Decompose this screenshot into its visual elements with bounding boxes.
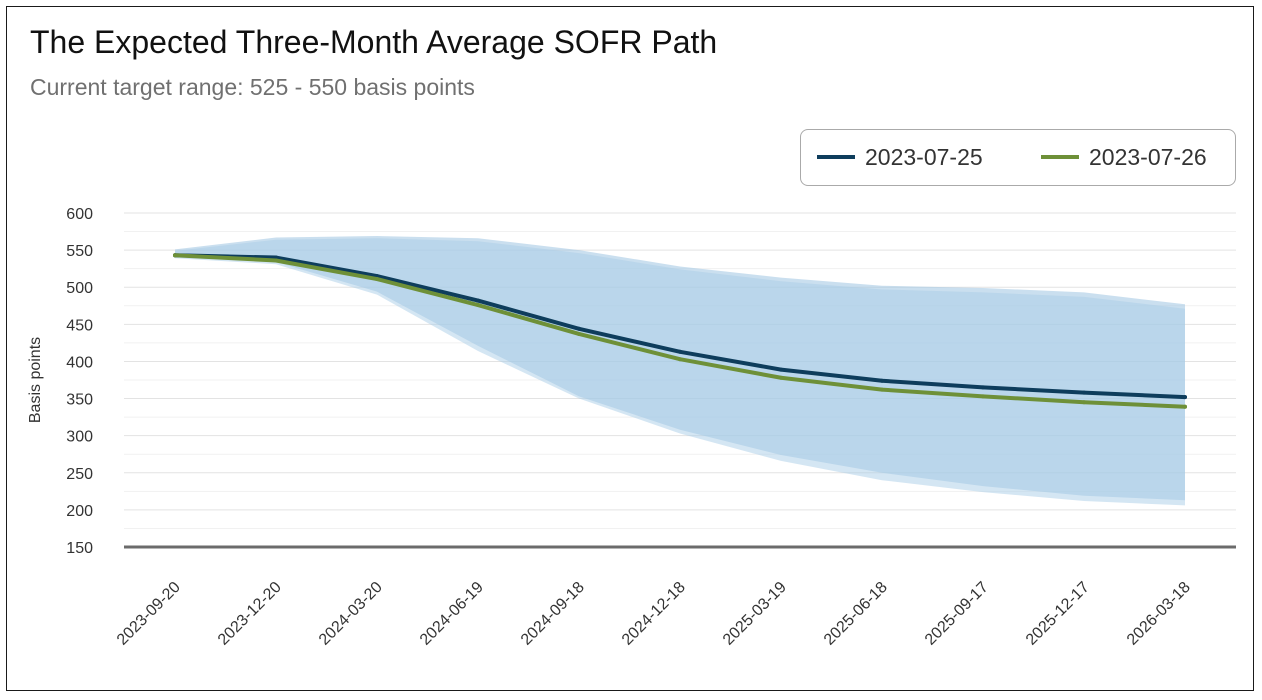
y-tick-label-550: 550 xyxy=(66,243,93,260)
x-tick-label-2026-03-18: 2026-03-18 xyxy=(1124,579,1194,649)
data-point-2023-07-25-2025-06-18 xyxy=(880,378,884,383)
x-tick-label-2024-09-18: 2024-09-18 xyxy=(518,579,588,649)
chart-title: The Expected Three-Month Average SOFR Pa… xyxy=(30,24,718,60)
range-band-2 xyxy=(175,238,1185,506)
x-tick-label-2025-03-19: 2025-03-19 xyxy=(720,579,790,649)
data-point-2023-07-26-2025-09-17 xyxy=(981,394,985,399)
y-tick-label-150: 150 xyxy=(66,540,93,557)
y-tick-label-200: 200 xyxy=(66,503,93,520)
data-point-2023-07-26-2024-06-19 xyxy=(476,303,480,308)
data-point-2023-07-26-2024-12-18 xyxy=(678,357,682,362)
x-tick-label-2024-12-18: 2024-12-18 xyxy=(619,579,689,649)
data-point-2023-07-26-2025-06-18 xyxy=(880,387,884,392)
data-point-2023-07-25-2024-09-18 xyxy=(577,326,581,331)
x-tick-label-2024-06-19: 2024-06-19 xyxy=(417,579,487,649)
x-tick-label-2023-12-20: 2023-12-20 xyxy=(215,579,285,649)
y-tick-label-250: 250 xyxy=(66,466,93,483)
data-point-2023-07-26-2025-12-17 xyxy=(1082,400,1086,405)
legend-label-2023-07-25: 2023-07-25 xyxy=(865,143,983,170)
data-point-2023-07-25-2024-12-18 xyxy=(678,349,682,354)
y-tick-label-400: 400 xyxy=(66,354,93,371)
legend-label-2023-07-26: 2023-07-26 xyxy=(1089,143,1207,170)
data-point-2023-07-25-2026-03-18 xyxy=(1183,395,1187,400)
x-tick-label-2025-12-17: 2025-12-17 xyxy=(1023,579,1093,649)
y-tick-label-600: 600 xyxy=(66,206,93,223)
x-tick-label-2024-03-20: 2024-03-20 xyxy=(316,579,386,649)
data-point-2023-07-26-2024-03-20 xyxy=(375,277,379,282)
legend-item-2023-07-26[interactable]: 2023-07-26 xyxy=(1041,130,1207,184)
x-tick-label-2025-09-17: 2025-09-17 xyxy=(922,579,992,649)
data-point-2023-07-25-2025-03-19 xyxy=(779,367,783,372)
data-point-2023-07-26-2026-03-18 xyxy=(1183,404,1187,409)
data-point-2023-07-26-2024-09-18 xyxy=(577,331,581,336)
data-point-2023-07-26-2023-09-20 xyxy=(173,253,177,258)
x-tick-label-2025-06-18: 2025-06-18 xyxy=(821,579,891,649)
data-point-2023-07-26-2025-03-19 xyxy=(779,375,783,380)
x-tick-label-2023-09-20: 2023-09-20 xyxy=(114,579,184,649)
y-axis-title: Basis points xyxy=(27,337,44,423)
legend-item-2023-07-25[interactable]: 2023-07-25 xyxy=(817,130,983,184)
data-point-2023-07-25-2025-09-17 xyxy=(981,385,985,390)
data-point-2023-07-25-2024-06-19 xyxy=(476,298,480,303)
data-point-2023-07-25-2025-12-17 xyxy=(1082,390,1086,395)
y-tick-label-300: 300 xyxy=(66,429,93,446)
y-tick-label-500: 500 xyxy=(66,280,93,297)
y-tick-label-350: 350 xyxy=(66,392,93,409)
chart-legend: 2023-07-25 2023-07-26 xyxy=(800,129,1236,186)
y-tick-label-450: 450 xyxy=(66,317,93,334)
legend-swatch-2023-07-25 xyxy=(817,155,855,159)
legend-swatch-2023-07-26 xyxy=(1041,155,1079,159)
data-point-2023-07-26-2023-12-20 xyxy=(274,258,278,263)
chart-subtitle: Current target range: 525 - 550 basis po… xyxy=(30,74,475,100)
